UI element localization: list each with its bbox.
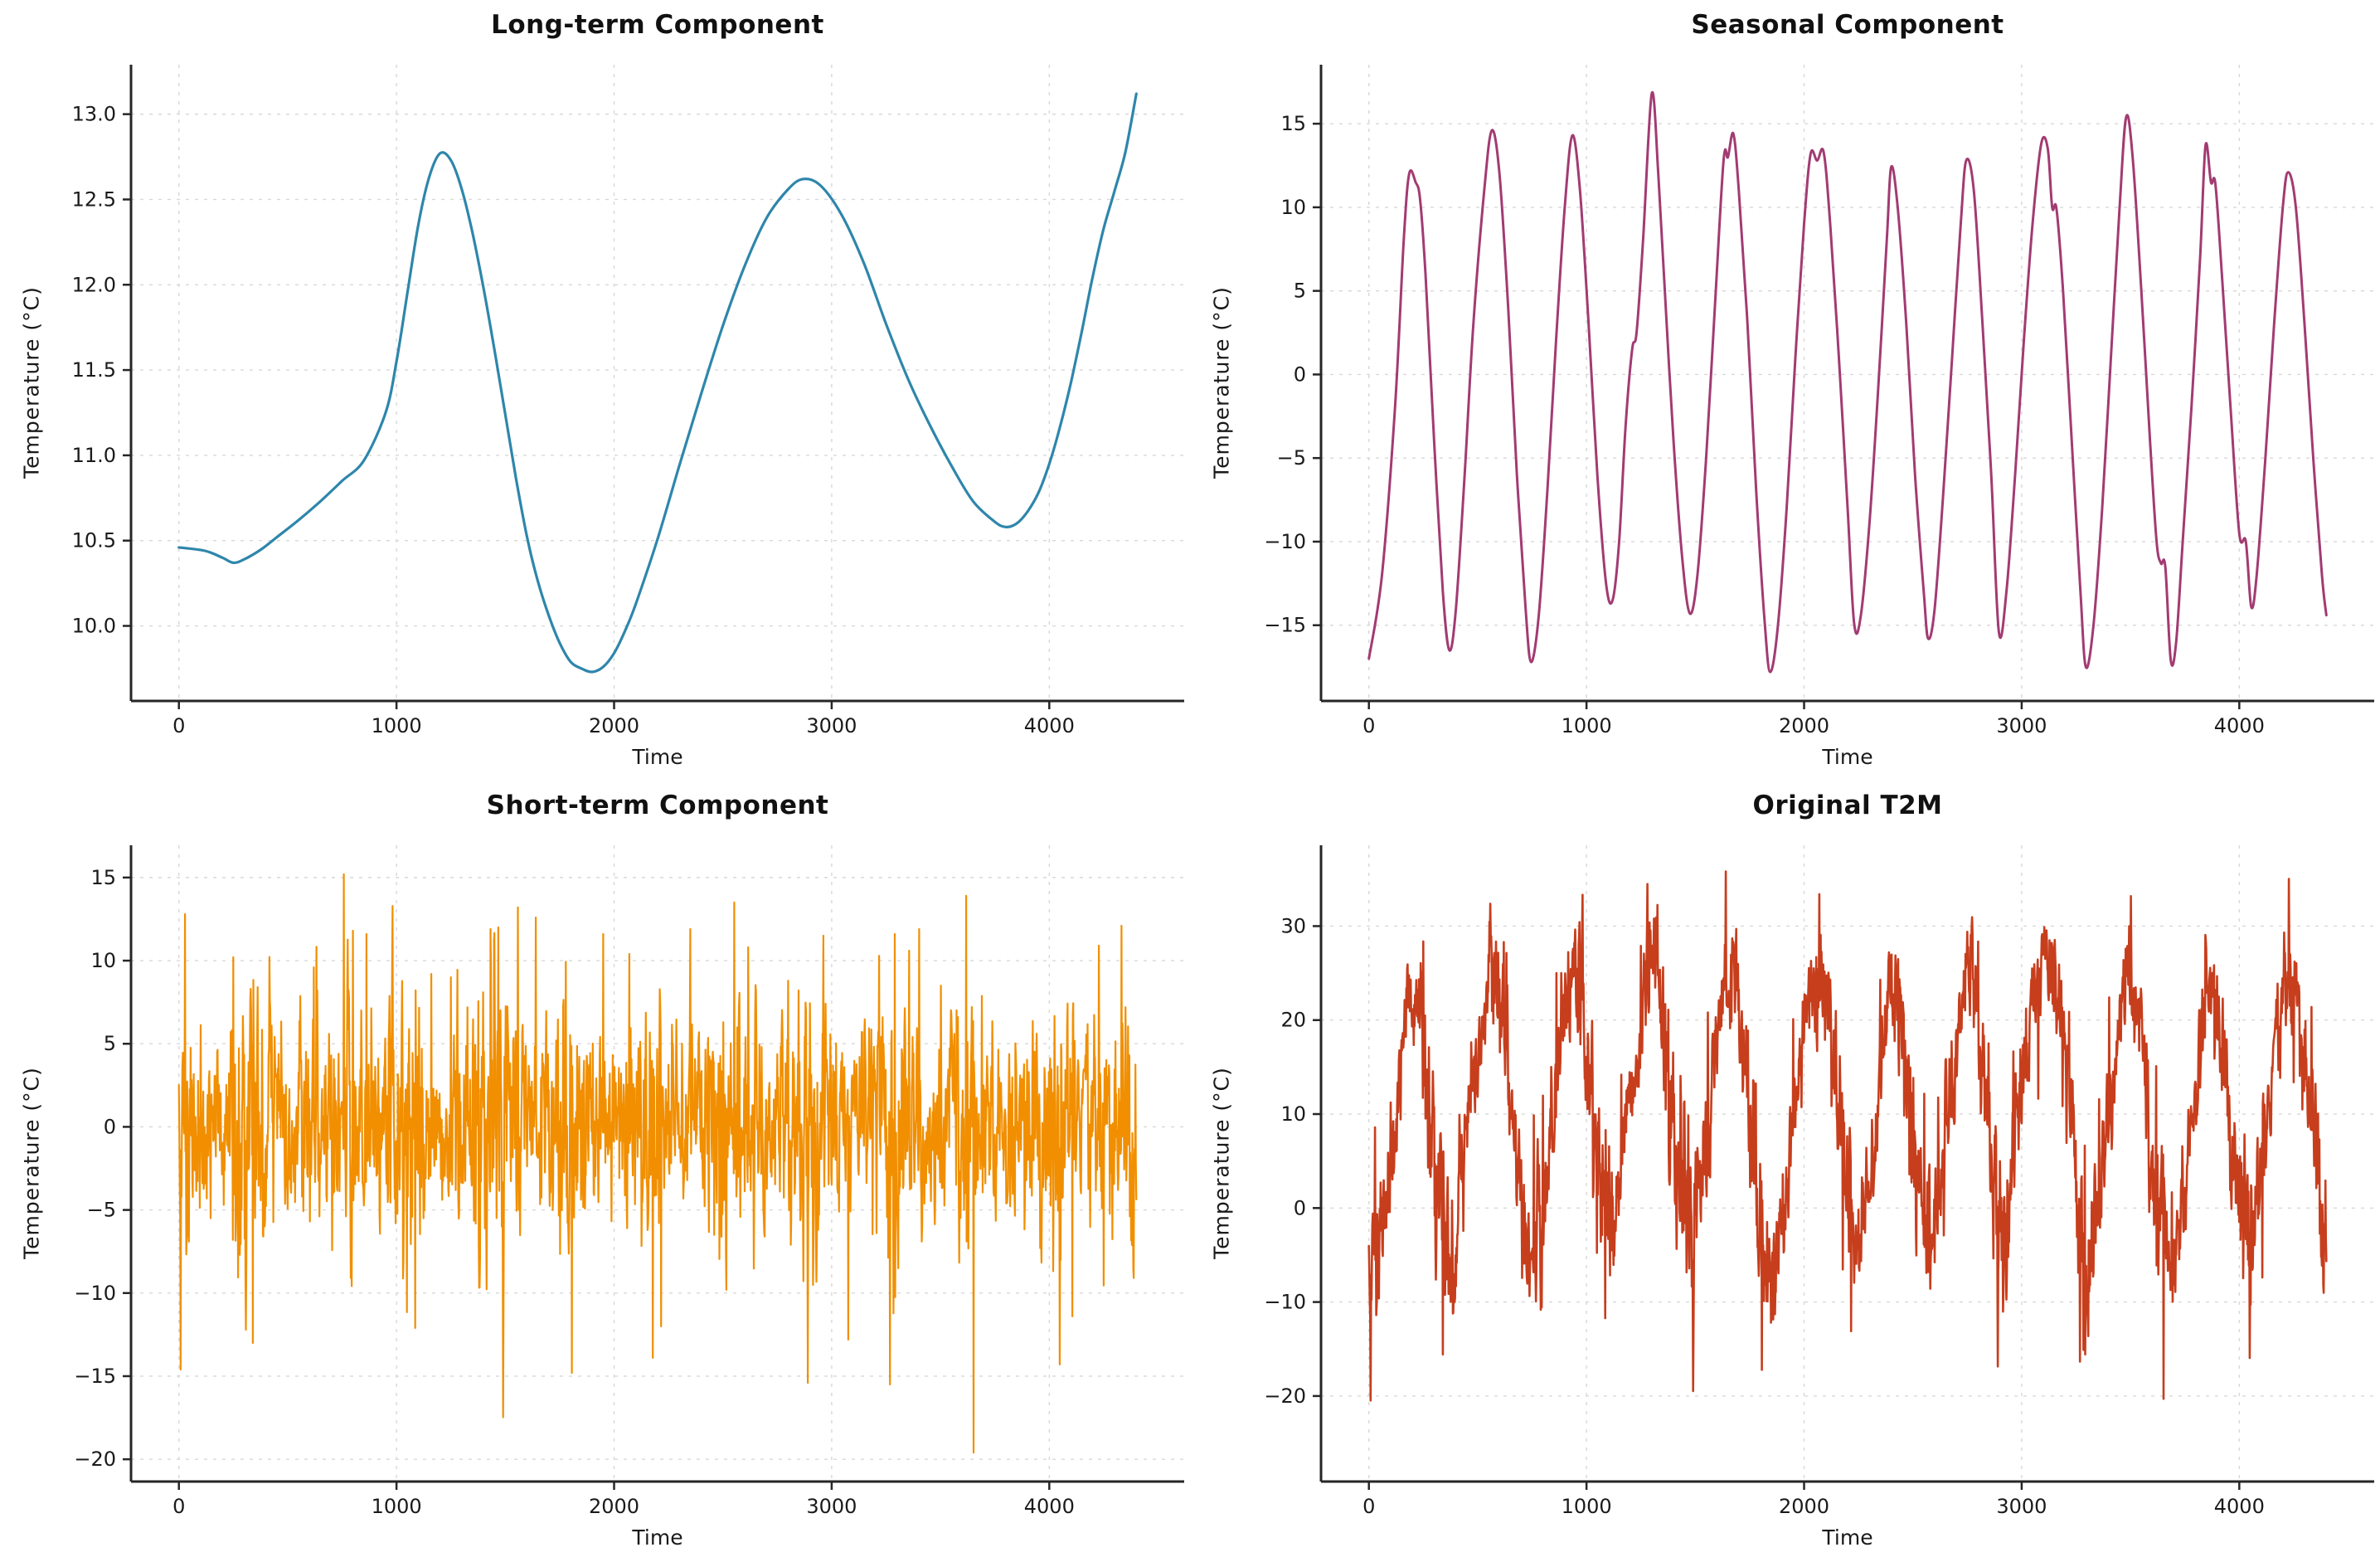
x-tick-label: 0 — [1362, 714, 1375, 737]
x-tick-label: 4000 — [1024, 1495, 1075, 1518]
y-tick-label: 15 — [1280, 112, 1306, 135]
chart-title: Long-term Component — [491, 10, 824, 40]
x-tick-label: 2000 — [1779, 714, 1829, 737]
long-term-plot: 0 1000 2000 3000 4000 10.0 10.5 11.0 11.5 12.0 12.… — [72, 65, 1184, 737]
y-tick-label: −20 — [1264, 1384, 1306, 1408]
x-tick-label: 2000 — [1779, 1495, 1829, 1518]
subplot-short-term: 0 1000 2000 3000 4000 −20 −15 −10 −5 0 5 10 15 Short… — [0, 781, 1190, 1562]
x-tick-label: 4000 — [1024, 714, 1075, 737]
x-tick-label: 3000 — [806, 1495, 857, 1518]
y-tick-label: 10 — [90, 949, 116, 972]
y-tick-label: 11.0 — [72, 444, 116, 467]
x-tick-label: 1000 — [1562, 714, 1612, 737]
y-tick-label: 11.5 — [72, 358, 116, 382]
subplot-long-term: 0 1000 2000 3000 4000 10.0 10.5 11.0 11.5 12.0 12.… — [0, 0, 1190, 781]
x-tick-label: 3000 — [1996, 1495, 2047, 1518]
seasonal-line — [1367, 90, 2328, 674]
y-tick-label: −15 — [1264, 614, 1306, 637]
x-tick-label: 0 — [172, 1495, 185, 1518]
x-tick-label: 0 — [172, 714, 185, 737]
short-term-line — [177, 873, 1138, 1454]
y-tick-label: 5 — [104, 1032, 116, 1055]
y-tick-label: 20 — [1280, 1009, 1306, 1032]
x-tick-label: 1000 — [372, 1495, 422, 1518]
y-axis-label: Temperature (°C) — [19, 286, 44, 479]
y-tick-label: 0 — [1294, 1196, 1306, 1219]
x-tick-label: 4000 — [2214, 714, 2265, 737]
x-axis-label: Time — [632, 745, 683, 769]
x-axis-label: Time — [632, 1526, 683, 1550]
y-tick-label: −10 — [1264, 1291, 1306, 1314]
x-tick-label: 3000 — [1996, 714, 2047, 737]
chart-title: Original T2M — [1752, 791, 1943, 820]
chart-title: Short-term Component — [486, 791, 829, 820]
x-axis-label: Time — [1822, 745, 1873, 769]
x-tick-label: 1000 — [372, 714, 422, 737]
subplot-seasonal: 0 1000 2000 3000 4000 −15 −10 −5 0 5 10 15 Seasonal… — [1190, 0, 2380, 781]
y-tick-label: −20 — [74, 1448, 116, 1471]
y-tick-label: 10.5 — [72, 529, 116, 552]
chart-title: Seasonal Component — [1691, 10, 2004, 40]
y-tick-label: 13.0 — [72, 103, 116, 126]
long-term-line — [177, 92, 1138, 674]
short-term-plot: 0 1000 2000 3000 4000 −20 −15 −10 −5 0 5 10 15 — [74, 845, 1184, 1518]
y-tick-label: 10.0 — [72, 615, 116, 638]
x-tick-label: 0 — [1362, 1495, 1375, 1518]
seasonal-plot: 0 1000 2000 3000 4000 −15 −10 −5 0 5 10 15 — [1264, 65, 2374, 737]
subplot-original-t2m: 0 1000 2000 3000 4000 −20 −10 0 10 20 30 Original … — [1190, 781, 2380, 1562]
y-tick-label: 15 — [90, 866, 116, 889]
x-tick-label: 2000 — [589, 714, 639, 737]
y-tick-label: 10 — [1280, 196, 1306, 219]
y-axis-label: Temperature (°C) — [19, 1067, 44, 1259]
y-tick-label: −15 — [74, 1365, 116, 1388]
original-t2m-line — [1367, 870, 2328, 1402]
y-tick-label: 5 — [1294, 280, 1306, 303]
y-tick-label: −10 — [1264, 530, 1306, 553]
x-tick-label: 1000 — [1562, 1495, 1612, 1518]
y-tick-label: 12.0 — [72, 273, 116, 296]
y-axis-label: Temperature (°C) — [1209, 286, 1234, 479]
y-tick-label: 12.5 — [72, 187, 116, 211]
y-tick-label: 30 — [1280, 914, 1306, 937]
y-tick-label: 10 — [1280, 1102, 1306, 1126]
x-tick-label: 2000 — [589, 1495, 639, 1518]
x-tick-label: 4000 — [2214, 1495, 2265, 1518]
y-tick-label: −10 — [74, 1282, 116, 1305]
x-tick-label: 3000 — [806, 714, 857, 737]
y-tick-label: −5 — [87, 1199, 116, 1222]
y-tick-label: 0 — [1294, 363, 1306, 386]
x-axis-label: Time — [1822, 1526, 1873, 1550]
y-tick-label: −5 — [1277, 446, 1306, 470]
original-t2m-plot: 0 1000 2000 3000 4000 −20 −10 0 10 20 30 — [1264, 845, 2374, 1518]
y-tick-label: 0 — [104, 1115, 116, 1138]
y-axis-label: Temperature (°C) — [1209, 1067, 1234, 1259]
